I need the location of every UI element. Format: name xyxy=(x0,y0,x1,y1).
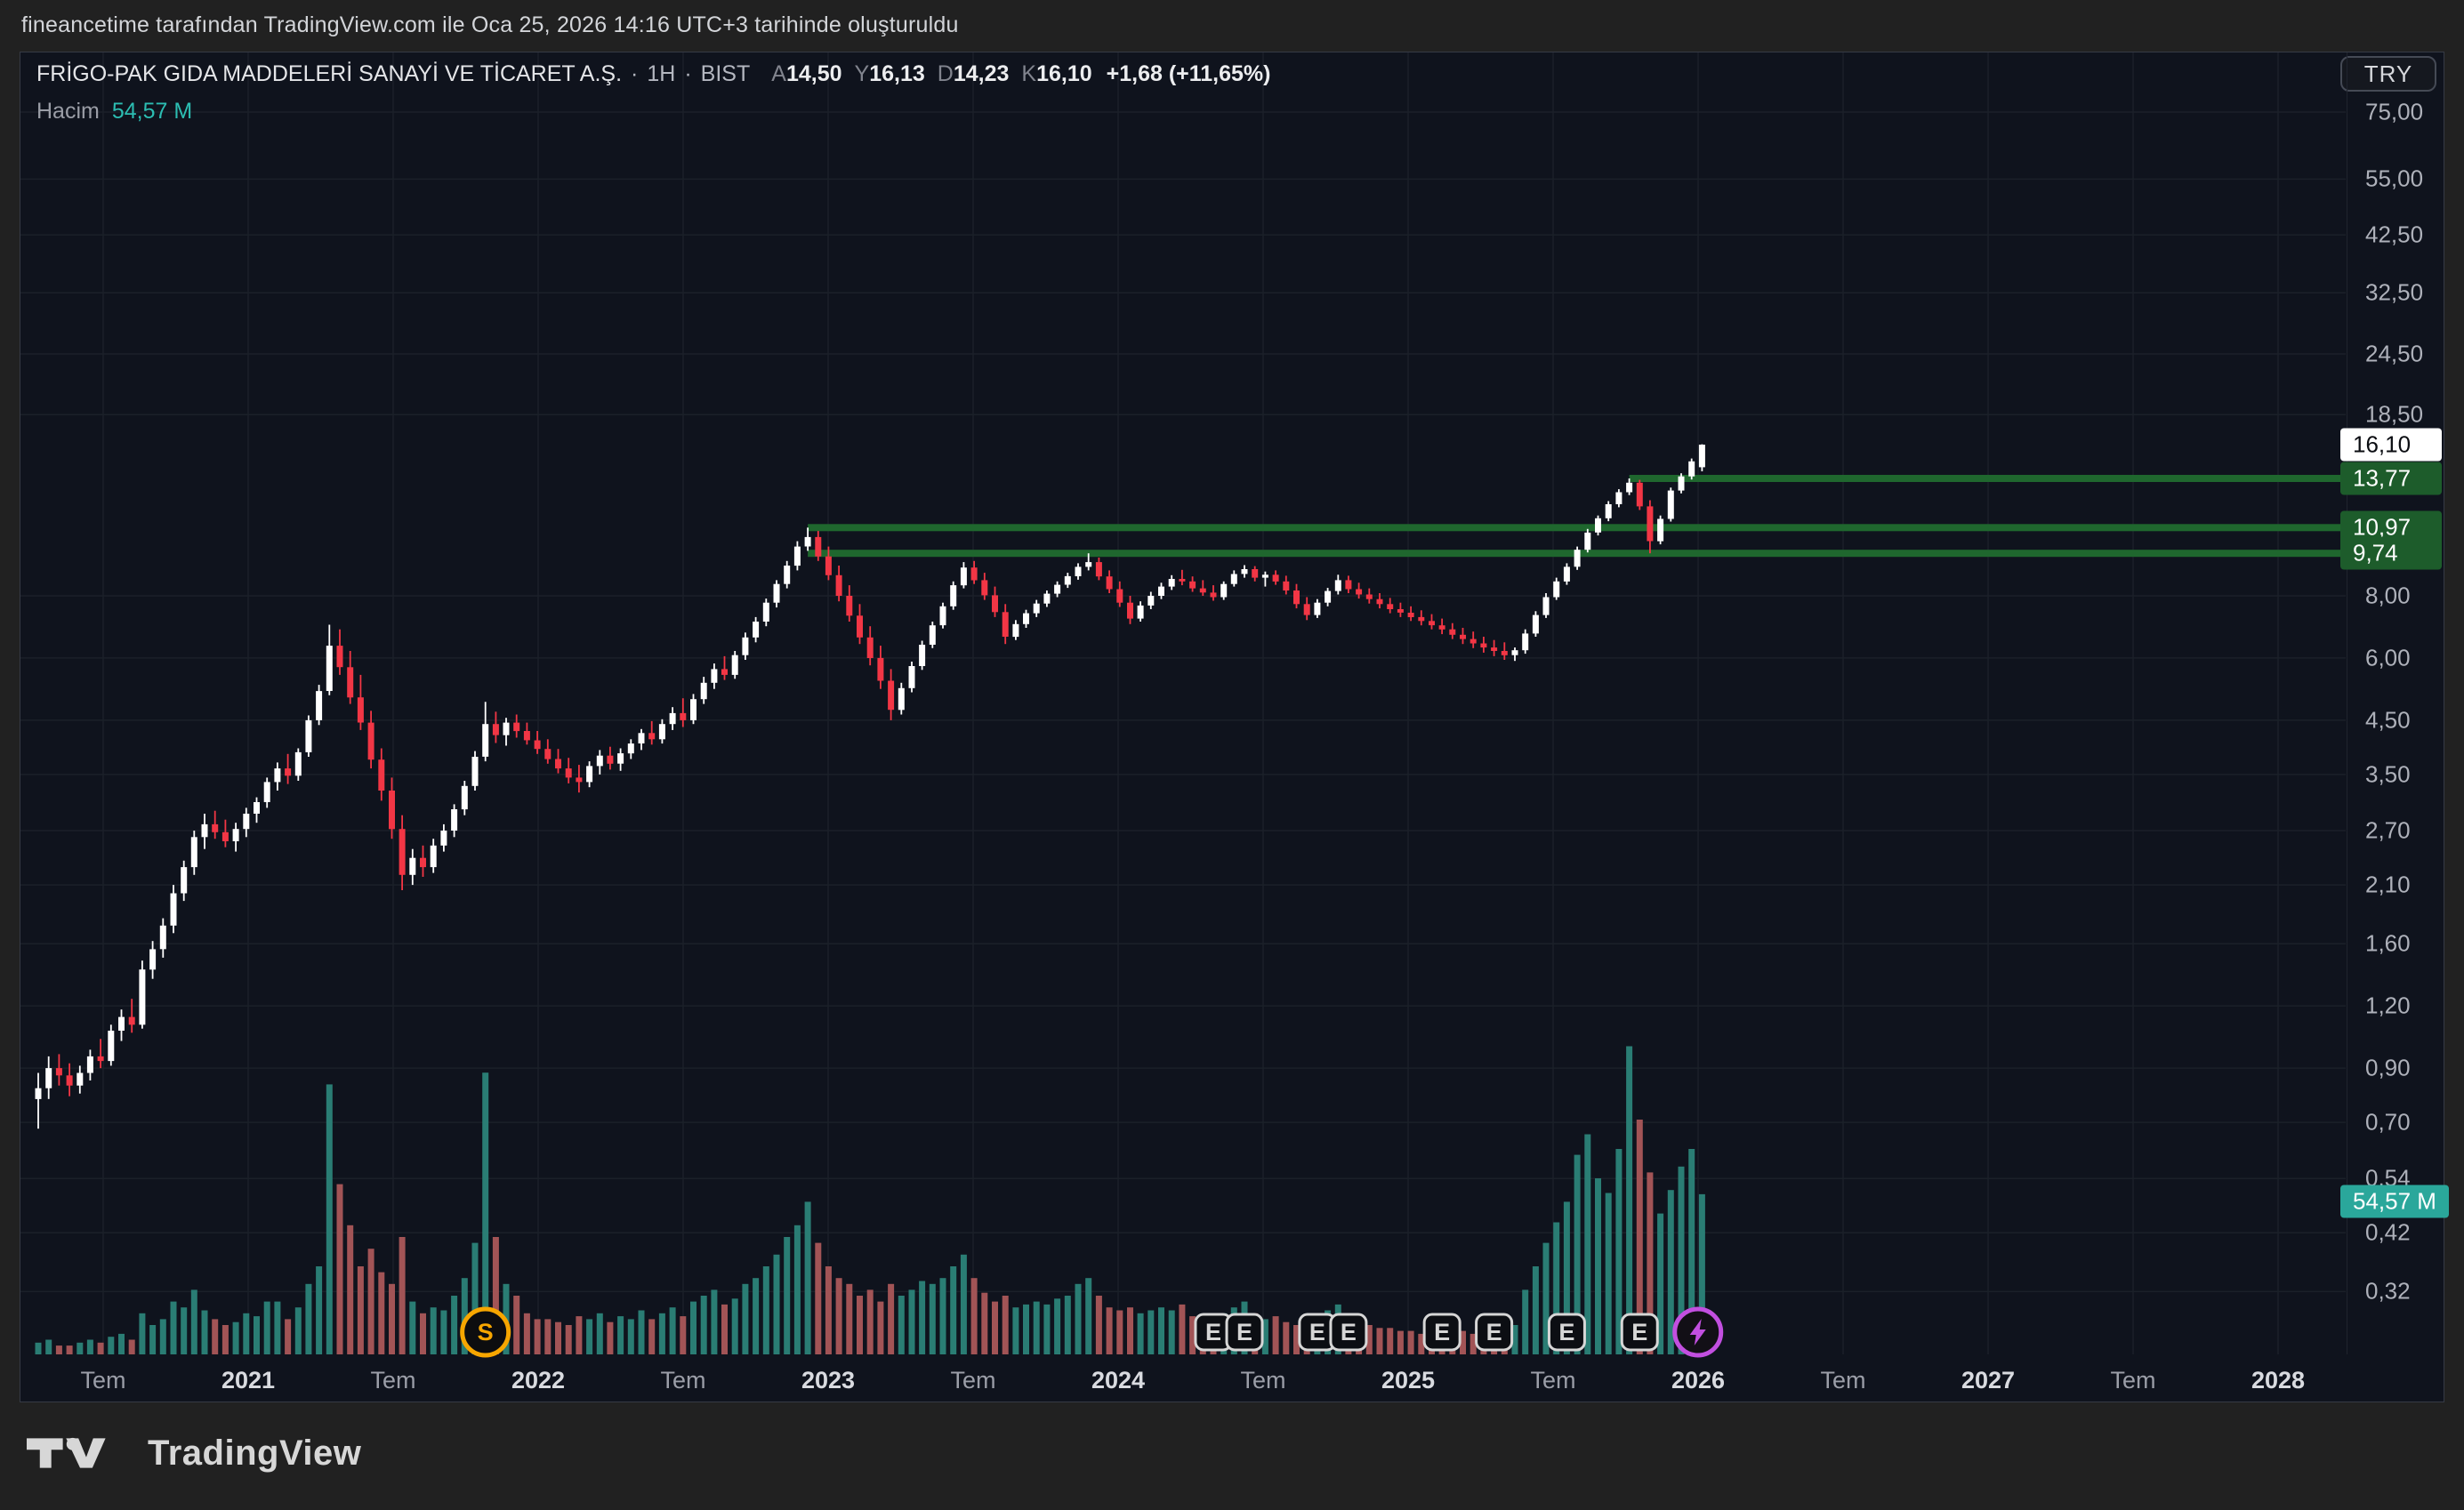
svg-text:E: E xyxy=(1558,1319,1574,1345)
ohlc-values: A14,50 Y16,13 D14,23 K16,10 xyxy=(771,61,1091,87)
time-tick: Tem xyxy=(370,1367,416,1394)
price-tick: 32,50 xyxy=(2365,278,2424,306)
currency-button[interactable]: TRY xyxy=(2340,56,2436,92)
price-tick: 55,00 xyxy=(2365,165,2424,192)
svg-text:E: E xyxy=(1341,1319,1357,1345)
earnings-badge[interactable]: E xyxy=(1620,1313,1659,1352)
price-tick: 4,50 xyxy=(2365,706,2411,734)
time-tick: 2022 xyxy=(511,1367,566,1394)
price-tick: 0,42 xyxy=(2365,1218,2411,1246)
attribution-text: fineancetime tarafından TradingView.com … xyxy=(21,12,959,37)
ohlc-item: K16,10 xyxy=(1021,61,1092,86)
volume-value: 54,57 M xyxy=(111,99,193,124)
ohlc-item: A14,50 xyxy=(771,61,842,86)
lightning-icon xyxy=(1689,1319,1706,1345)
time-tick: Tem xyxy=(80,1367,126,1394)
earnings-badge[interactable]: E xyxy=(1547,1313,1586,1352)
time-tick: 2027 xyxy=(1961,1367,2016,1394)
exchange-label[interactable]: BIST xyxy=(700,61,751,86)
earnings-badge[interactable]: E xyxy=(1225,1313,1264,1352)
price-tick: 6,00 xyxy=(2365,644,2411,671)
interval-label[interactable]: 1H xyxy=(647,61,676,86)
volume-label[interactable]: Hacim xyxy=(36,99,100,124)
price-axis[interactable]: 75,00 55,00 42,50 32,50 24,50 18,50 8,00 6,00 4,… xyxy=(2340,52,2449,1354)
time-tick: Tem xyxy=(1530,1367,1576,1394)
svg-text:E: E xyxy=(1309,1319,1325,1345)
price-tick: 1,60 xyxy=(2365,929,2411,957)
separator-dot: · xyxy=(631,61,639,86)
time-tick: 2026 xyxy=(1671,1367,1726,1394)
time-tick: 2028 xyxy=(2251,1367,2306,1394)
upcoming-event-badge[interactable] xyxy=(1672,1306,1724,1358)
tradingview-logo-text: TradingView xyxy=(148,1433,362,1473)
price-tick: 75,00 xyxy=(2365,98,2424,125)
level-price-chip: 13,77 xyxy=(2340,462,2442,495)
earnings-badge[interactable]: E xyxy=(1475,1313,1514,1352)
price-tick: 1,20 xyxy=(2365,992,2411,1019)
time-tick: 2025 xyxy=(1381,1367,1436,1394)
price-tick: 8,00 xyxy=(2365,582,2411,609)
svg-text:E: E xyxy=(1486,1319,1502,1345)
earnings-badge[interactable]: E xyxy=(1422,1313,1461,1352)
chart-legend: FRİGO-PAK GIDA MADDELERİ SANAYİ VE TİCAR… xyxy=(36,61,1271,124)
tradingview-logo[interactable]: TradingView xyxy=(27,1430,361,1476)
ohlc-item: D14,23 xyxy=(937,61,1010,86)
time-tick: Tem xyxy=(950,1367,996,1394)
price-tick: 0,90 xyxy=(2365,1054,2411,1081)
time-tick: Tem xyxy=(2110,1367,2156,1394)
svg-text:E: E xyxy=(1236,1319,1252,1345)
time-tick: 2024 xyxy=(1091,1367,1146,1394)
volume-chip: 54,57 M xyxy=(2340,1185,2449,1218)
svg-text:E: E xyxy=(1434,1319,1450,1345)
time-tick: 2021 xyxy=(221,1367,276,1394)
svg-text:E: E xyxy=(1205,1319,1221,1345)
last-price-chip: 16,10 xyxy=(2340,428,2442,462)
price-tick: 18,50 xyxy=(2365,400,2424,428)
level-line xyxy=(1629,475,2346,482)
change-value: +1,68 (+11,65%) xyxy=(1106,61,1271,86)
separator-dot: · xyxy=(684,61,692,86)
svg-text:S: S xyxy=(478,1319,494,1345)
time-tick: Tem xyxy=(1240,1367,1286,1394)
price-tick: 42,50 xyxy=(2365,221,2424,248)
earnings-badge[interactable]: E xyxy=(1329,1313,1368,1352)
symbol-title[interactable]: FRİGO-PAK GIDA MADDELERİ SANAYİ VE TİCAR… xyxy=(36,61,623,86)
time-axis[interactable]: Tem 2021 Tem 2022 Tem 2023 Tem 2024 Tem 2025 Tem 20… xyxy=(20,1354,2346,1402)
time-tick: Tem xyxy=(660,1367,706,1394)
tradingview-logo-icon xyxy=(27,1437,106,1468)
price-tick: 3,50 xyxy=(2365,760,2411,788)
ohlc-item: Y16,13 xyxy=(854,61,925,86)
earnings-badge[interactable]: E xyxy=(1194,1313,1233,1352)
level-line xyxy=(808,524,2346,532)
time-tick: Tem xyxy=(1820,1367,1866,1394)
price-tick: 24,50 xyxy=(2365,340,2424,367)
price-tick: 2,70 xyxy=(2365,816,2411,844)
price-tick: 0,70 xyxy=(2365,1108,2411,1136)
price-tick: 0,32 xyxy=(2365,1277,2411,1305)
price-tick: 2,10 xyxy=(2365,871,2411,898)
svg-text:E: E xyxy=(1631,1319,1647,1345)
time-tick: 2023 xyxy=(801,1367,856,1394)
split-badge[interactable]: S xyxy=(460,1306,511,1358)
earnings-badge[interactable]: E xyxy=(1298,1313,1337,1352)
level-price-chip: 9,74 xyxy=(2340,536,2442,570)
